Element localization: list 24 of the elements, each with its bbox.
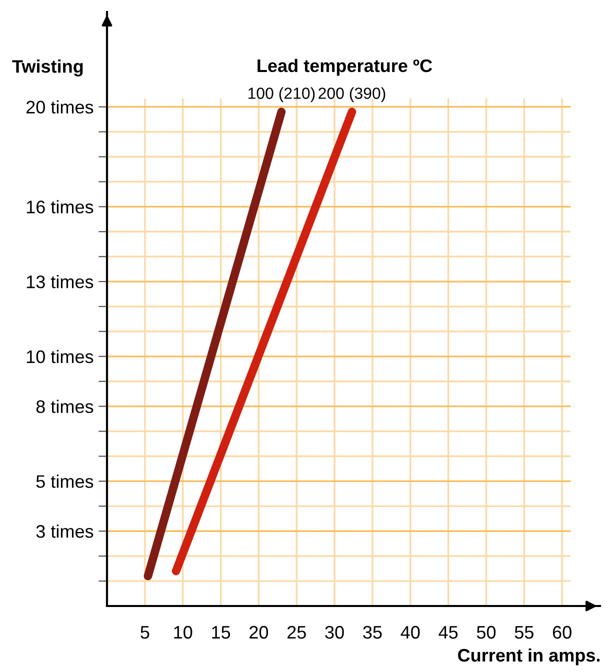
series-label: 200 (390) bbox=[318, 87, 386, 102]
x-tick-label: 5 bbox=[140, 626, 150, 639]
x-tick-label: 45 bbox=[438, 626, 458, 639]
y-axis-title: Twisting bbox=[12, 60, 83, 76]
y-tick-label: 16 times bbox=[26, 200, 94, 214]
y-tick-label: 13 times bbox=[26, 275, 94, 288]
x-tick-label: 30 bbox=[325, 626, 344, 639]
y-tick-label: 8 times bbox=[36, 400, 94, 414]
y-tick-label: 3 times bbox=[36, 524, 94, 538]
x-tick-label: 10 bbox=[174, 626, 192, 639]
legend-title: Lead temperature ºC bbox=[258, 58, 432, 76]
y-tick-label: 10 times bbox=[26, 350, 94, 364]
y-tick-label: 5 times bbox=[36, 474, 94, 488]
series-label: 100 (210) bbox=[248, 87, 315, 102]
x-tick-label: 20 bbox=[250, 626, 268, 639]
x-tick-label: 40 bbox=[400, 626, 420, 639]
x-axis-title: Current in amps. bbox=[458, 648, 600, 666]
x-tick-label: 60 bbox=[552, 626, 572, 639]
y-tick-label: 20 times bbox=[26, 100, 94, 114]
x-tick-label: 55 bbox=[514, 626, 534, 639]
x-tick-label: 50 bbox=[476, 626, 496, 639]
x-tick-label: 25 bbox=[287, 626, 306, 639]
x-tick-label: 15 bbox=[212, 626, 230, 639]
x-tick-label: 35 bbox=[363, 626, 382, 639]
